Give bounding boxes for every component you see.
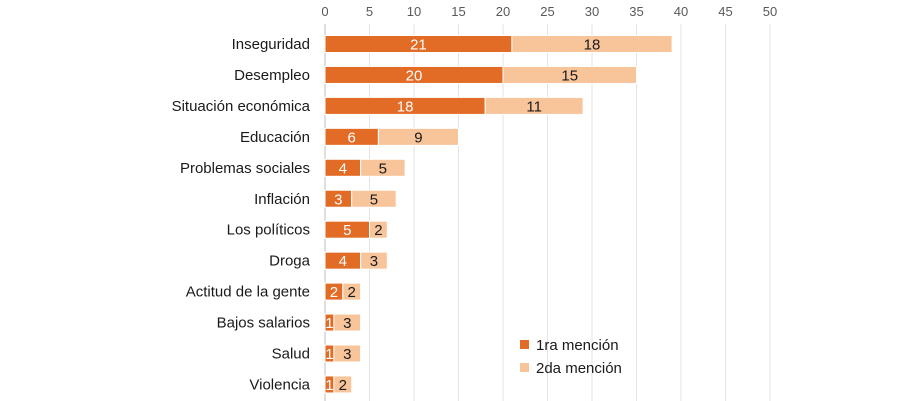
data-label-salud-series-1: 1 xyxy=(325,346,333,363)
data-label-problemas-sociales-series-1: 4 xyxy=(339,160,347,177)
bar-droga-series-2 xyxy=(360,251,388,270)
legend: 1ra mención 2da mención xyxy=(520,337,622,377)
bar-bajos-salarios-series-2 xyxy=(333,313,362,332)
category-labels: Inseguridad Desempleo Situación económica E… xyxy=(172,36,311,393)
data-label-inflacion-series-2: 5 xyxy=(370,191,378,208)
data-label-violencia-series-1: 1 xyxy=(325,377,333,394)
bar-actitud-de-la-gente-series-2 xyxy=(342,282,362,301)
category-label-droga: Droga xyxy=(269,253,311,270)
data-label-salud-series-2: 3 xyxy=(343,346,351,363)
bar-problemas-sociales-series-2 xyxy=(360,158,406,177)
data-label-educacion-series-2: 9 xyxy=(414,129,422,146)
category-label-salud: Salud xyxy=(272,346,310,363)
bar-salud-series-2 xyxy=(333,344,362,363)
data-label-situacion-economica-series-1: 18 xyxy=(397,98,414,115)
category-label-situacion-economica: Situación económica xyxy=(172,98,311,115)
data-label-desempleo-series-1: 20 xyxy=(406,67,423,84)
data-label-situacion-economica-series-2: 11 xyxy=(526,98,542,115)
category-label-los-politicos: Los políticos xyxy=(227,222,310,239)
legend-label-1ra-mencion: 1ra mención xyxy=(536,337,619,354)
gridlines xyxy=(324,24,771,401)
category-label-inseguridad: Inseguridad xyxy=(232,36,310,53)
x-tick-label-40: 40 xyxy=(674,4,688,19)
x-tick-label-15: 15 xyxy=(451,4,465,19)
data-label-actitud-de-la-gente-series-1: 2 xyxy=(330,284,338,301)
data-label-actitud-de-la-gente-series-2: 2 xyxy=(348,284,356,301)
legend-label-2da-mencion: 2da mención xyxy=(536,360,622,377)
category-label-educacion: Educación xyxy=(240,129,310,146)
data-label-desempleo-series-2: 15 xyxy=(561,67,578,84)
bar-inseguridad-series-2 xyxy=(511,35,673,53)
data-label-problemas-sociales-series-2: 5 xyxy=(379,160,387,177)
bar-educacion-series-2 xyxy=(377,127,459,146)
bar-situacion-economica-series-2 xyxy=(484,96,584,115)
data-label-droga-series-2: 3 xyxy=(370,253,378,270)
data-label-los-politicos-series-2: 2 xyxy=(374,222,382,239)
x-tick-label-5: 5 xyxy=(366,4,373,19)
data-label-inseguridad-series-2: 18 xyxy=(584,37,601,54)
data-label-inseguridad-series-1: 21 xyxy=(410,37,427,54)
x-tick-label-10: 10 xyxy=(407,4,421,19)
data-label-droga-series-1: 4 xyxy=(339,253,347,270)
x-tick-label-45: 45 xyxy=(718,4,732,19)
category-label-problemas-sociales: Problemas sociales xyxy=(180,160,310,177)
x-tick-label-30: 30 xyxy=(585,4,599,19)
legend-swatch-2da-mencion xyxy=(520,363,529,372)
bar-violencia-series-2 xyxy=(333,375,353,394)
category-label-violencia: Violencia xyxy=(249,376,310,393)
category-label-actitud-de-la-gente: Actitud de la gente xyxy=(186,284,310,301)
bar-los-politicos-series-2 xyxy=(369,220,388,239)
data-label-los-politicos-series-1: 5 xyxy=(343,222,351,239)
x-tick-label-50: 50 xyxy=(763,4,777,19)
legend-swatch-1ra-mencion xyxy=(520,340,529,349)
x-tick-label-0: 0 xyxy=(321,4,328,19)
bar-inflacion-series-2 xyxy=(351,189,397,208)
category-label-desempleo: Desempleo xyxy=(234,67,310,84)
data-label-bajos-salarios-series-1: 1 xyxy=(325,315,333,332)
data-label-violencia-series-2: 2 xyxy=(339,377,347,394)
category-label-inflacion: Inflación xyxy=(254,191,310,208)
x-axis-tick-labels: 0 5 10 15 20 25 30 35 40 45 50 xyxy=(321,4,777,19)
data-label-bajos-salarios-series-2: 3 xyxy=(343,315,351,332)
bar-desempleo-series-2 xyxy=(502,65,637,84)
data-label-educacion-series-1: 6 xyxy=(348,129,356,146)
x-tick-label-25: 25 xyxy=(540,4,554,19)
category-label-bajos-salarios: Bajos salarios xyxy=(217,315,310,332)
data-label-inflacion-series-1: 3 xyxy=(334,191,342,208)
x-tick-label-35: 35 xyxy=(629,4,643,19)
x-tick-label-20: 20 xyxy=(496,4,510,19)
